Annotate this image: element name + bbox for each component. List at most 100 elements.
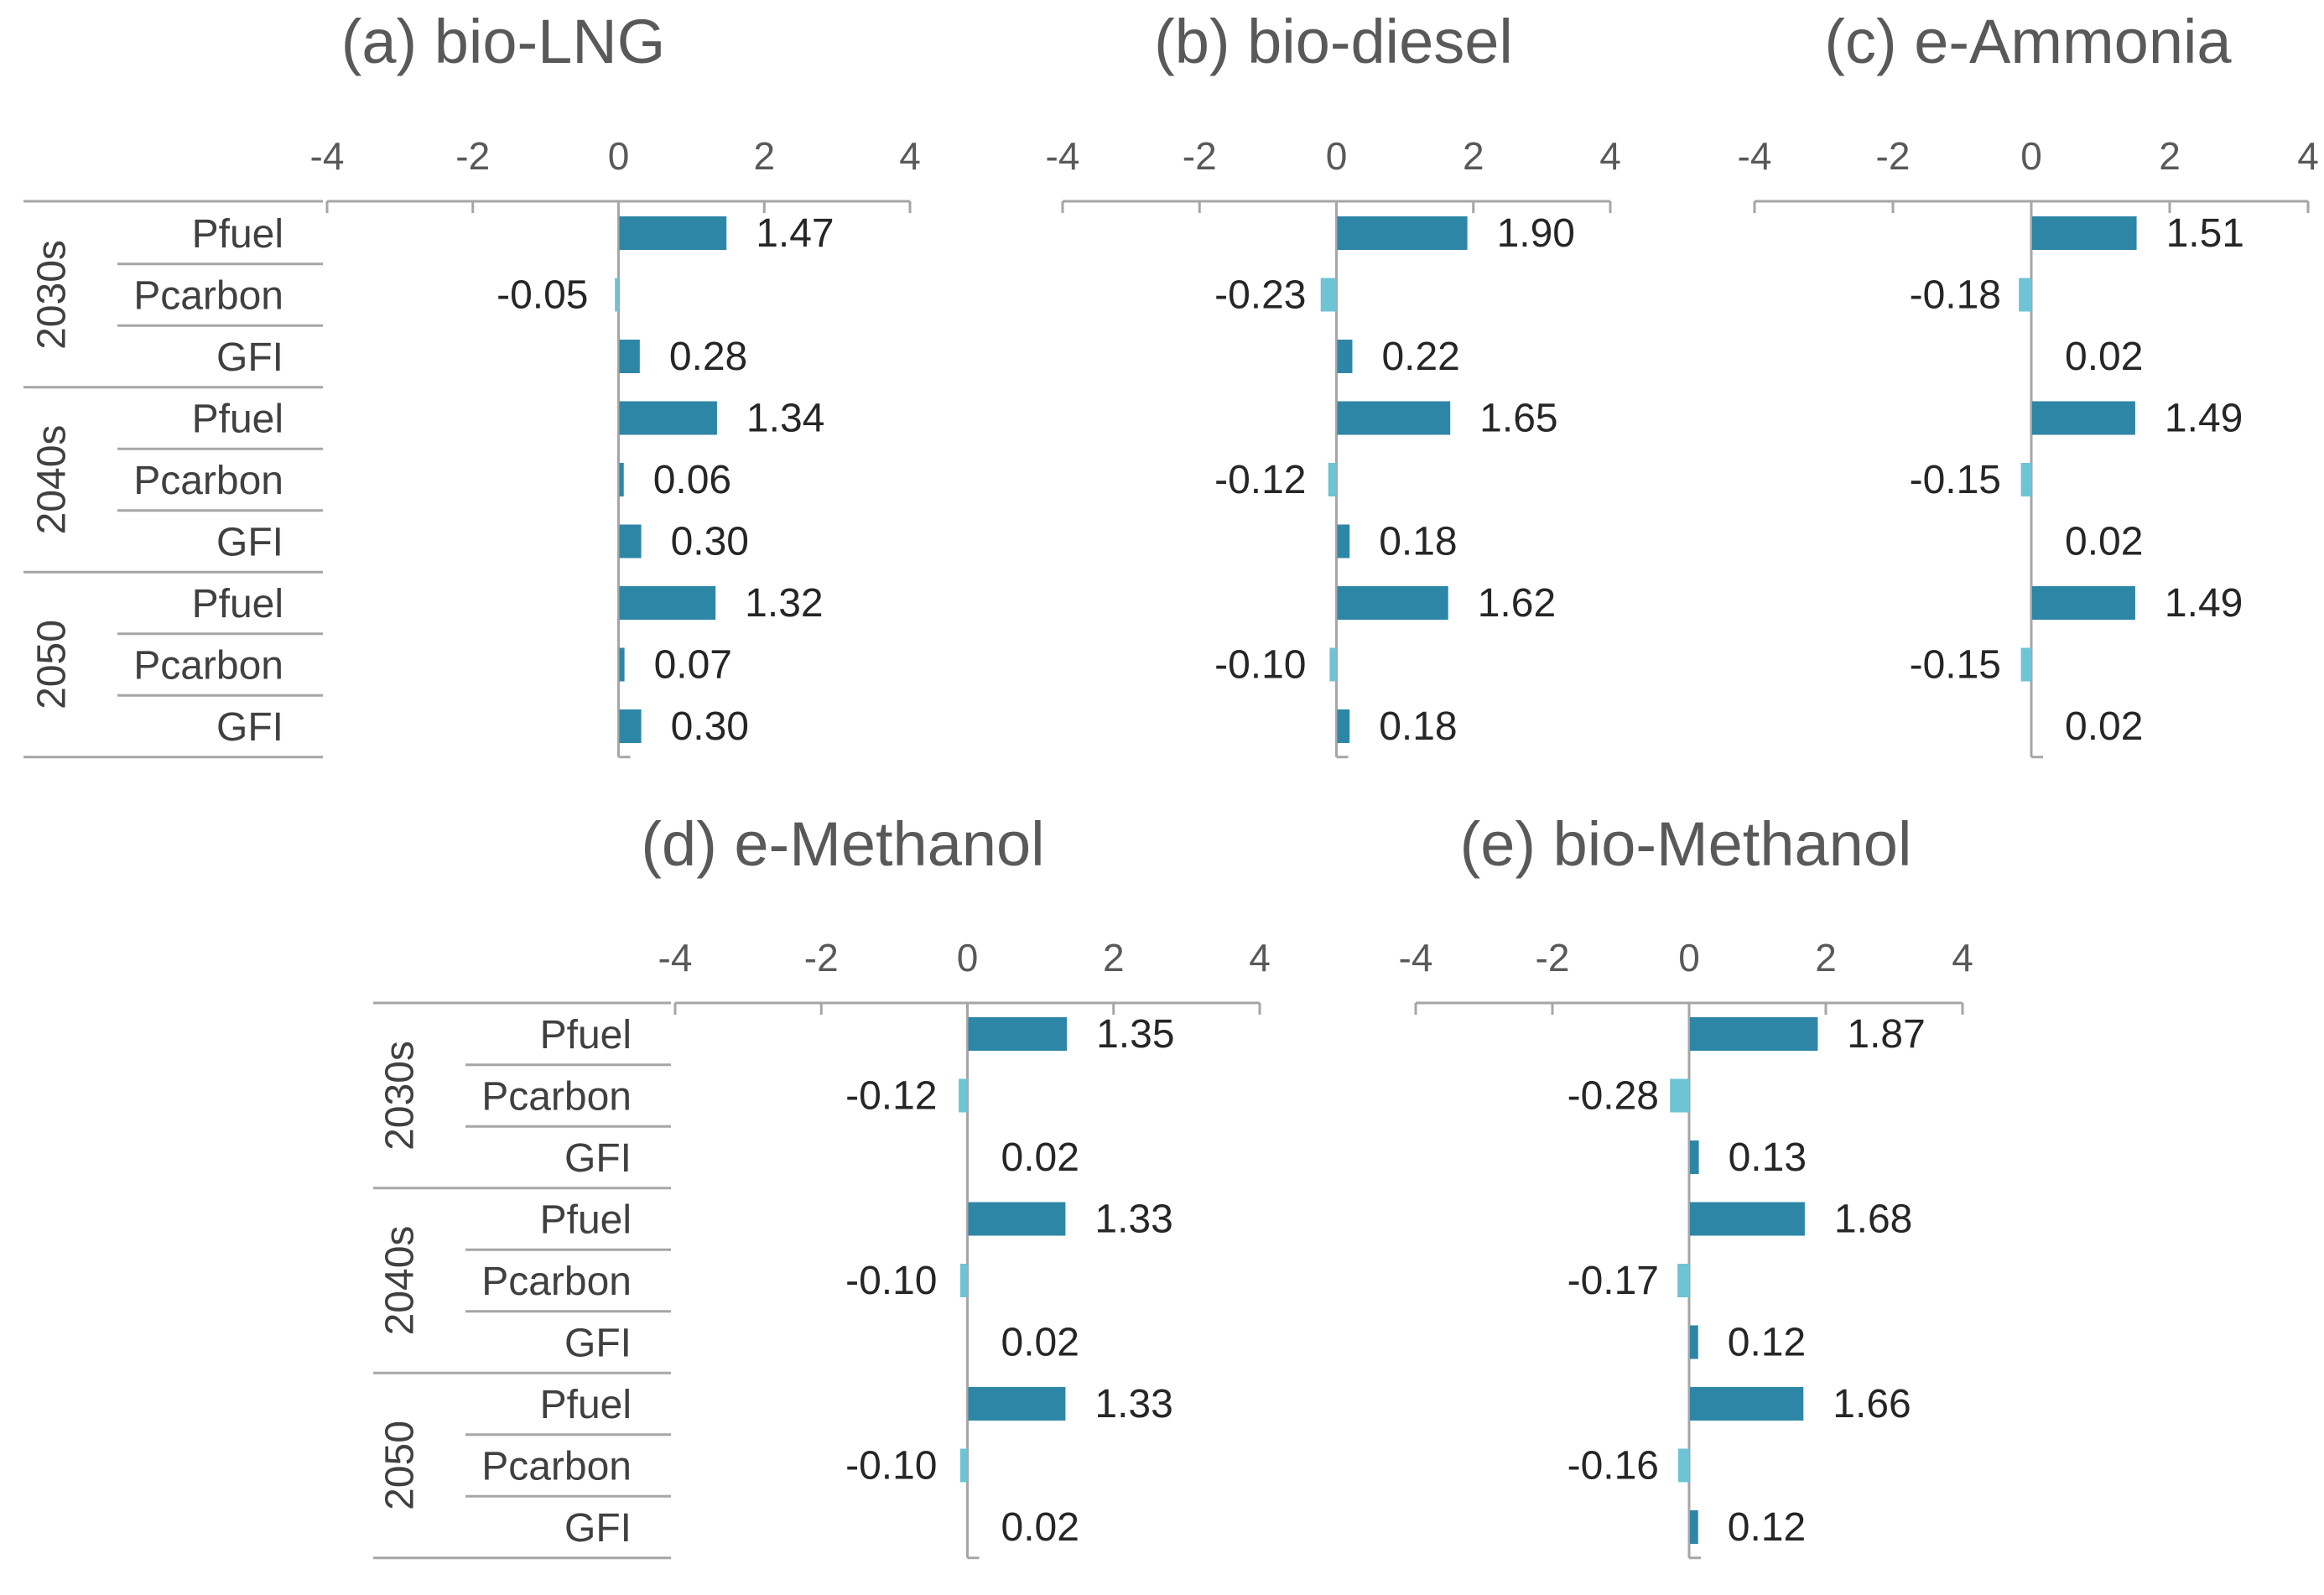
data-label: 1.47 <box>756 211 834 256</box>
x-tick-label: 0 <box>1678 936 1700 979</box>
group-label: 2030s <box>378 1041 423 1151</box>
bar <box>619 586 716 620</box>
x-tick-label: -4 <box>658 936 693 979</box>
data-label: 1.68 <box>1834 1198 1912 1242</box>
data-label: 0.02 <box>2065 335 2143 379</box>
panel-3: (c) e-Ammonia -4 -2 0 2 4 1.51 -0.18 0.02 1.49 -0.… <box>1738 7 2319 759</box>
x-tick-label: -2 <box>455 134 490 178</box>
panel-5: (e) bio-Methanol -4 -2 0 2 4 1.87 -0.28 0.13 1.68… <box>1399 809 1973 1560</box>
bar <box>619 463 624 496</box>
group-label: 2030s <box>30 240 75 350</box>
data-label: -0.10 <box>1214 643 1306 688</box>
data-label: 1.87 <box>1847 1012 1925 1057</box>
x-tick-label: -2 <box>1536 936 1570 979</box>
bar <box>1690 1387 1804 1421</box>
data-label: -0.15 <box>1910 458 2001 502</box>
data-label: 0.02 <box>2065 704 2143 749</box>
category-label: GFI <box>564 1136 632 1181</box>
data-label: -0.12 <box>1214 458 1306 502</box>
bar <box>619 401 717 435</box>
bar <box>1329 647 1337 682</box>
bar <box>2020 463 2031 496</box>
panel-4: (d) e-Methanol -4 -2 0 2 4 1.35 -0.12 0.02 1.33 -0… <box>373 809 1271 1560</box>
data-label: -0.28 <box>1568 1074 1659 1119</box>
group-label: 2050 <box>30 620 75 709</box>
bar <box>2020 647 2031 682</box>
category-label: Pfuel <box>540 1013 632 1057</box>
x-tick-label: 2 <box>753 134 775 178</box>
data-label: -0.10 <box>845 1444 937 1488</box>
data-label: 1.62 <box>1478 581 1556 626</box>
group-label: 2050 <box>378 1421 423 1510</box>
data-label: 0.13 <box>1729 1135 1807 1180</box>
category-label: Pcarbon <box>133 459 283 503</box>
bar <box>1337 586 1448 620</box>
category-label: GFI <box>564 1506 632 1551</box>
data-label: 1.33 <box>1094 1382 1172 1426</box>
data-label: 0.07 <box>654 643 732 688</box>
category-label: Pfuel <box>192 397 283 442</box>
x-tick-label: 4 <box>2297 134 2319 178</box>
x-tick-label: 0 <box>608 134 630 178</box>
category-label: Pfuel <box>540 1198 632 1243</box>
bar <box>1690 1325 1698 1359</box>
x-tick-label: 4 <box>1249 936 1271 979</box>
data-label: 0.12 <box>1728 1505 1806 1550</box>
data-label: 0.02 <box>1001 1321 1079 1365</box>
data-label: -0.12 <box>845 1074 937 1119</box>
bar <box>959 1448 968 1483</box>
data-label: -0.05 <box>497 273 588 318</box>
bar <box>1337 216 1468 250</box>
bar <box>1677 1448 1689 1483</box>
x-tick-label: -2 <box>804 936 839 979</box>
group-label: 2040s <box>30 425 75 535</box>
bar <box>1677 1264 1689 1297</box>
panel-2: (b) bio-diesel -4 -2 0 2 4 1.90 -0.23 0.22 1.65 -0… <box>1046 7 1621 759</box>
bar <box>1320 278 1337 312</box>
chart-title: (b) bio-diesel <box>1154 7 1513 76</box>
x-tick-label: 2 <box>1463 134 1484 178</box>
category-label: Pfuel <box>540 1383 632 1427</box>
category-label: Pcarbon <box>133 274 283 319</box>
data-label: 1.33 <box>1094 1198 1172 1242</box>
bar <box>619 340 640 373</box>
x-tick-label: 2 <box>1815 936 1837 979</box>
bar <box>1328 463 1337 496</box>
x-tick-label: 0 <box>2020 134 2042 178</box>
x-tick-label: -4 <box>310 134 345 178</box>
x-tick-label: 0 <box>957 936 979 979</box>
bar <box>1690 1017 1818 1051</box>
data-label: 0.18 <box>1379 520 1457 564</box>
x-tick-label: -2 <box>1876 134 1911 178</box>
data-label: -0.18 <box>1910 273 2001 318</box>
data-label: 1.34 <box>746 397 824 441</box>
category-label: GFI <box>216 335 283 380</box>
data-label: -0.17 <box>1568 1259 1659 1303</box>
data-label: 1.90 <box>1497 211 1575 256</box>
bar <box>615 278 619 312</box>
data-label: 0.28 <box>669 335 747 379</box>
bar <box>968 1017 1068 1051</box>
data-label: 0.22 <box>1381 335 1459 379</box>
data-label: 0.30 <box>671 704 749 749</box>
category-label: GFI <box>216 521 283 565</box>
data-label: 1.51 <box>2166 211 2244 256</box>
x-tick-label: -4 <box>1399 936 1433 979</box>
x-tick-label: 2 <box>1103 936 1125 979</box>
x-tick-label: 4 <box>1599 134 1621 178</box>
bar <box>2019 278 2031 312</box>
x-tick-label: 0 <box>1326 134 1348 178</box>
data-label: 1.35 <box>1096 1012 1174 1057</box>
category-label: GFI <box>216 705 283 750</box>
category-label: Pfuel <box>192 212 283 257</box>
x-tick-label: 4 <box>899 134 921 178</box>
bar <box>959 1264 968 1297</box>
category-label: Pfuel <box>192 582 283 626</box>
data-label: 1.66 <box>1833 1382 1911 1426</box>
data-label: -0.15 <box>1910 643 2001 688</box>
data-label: 0.02 <box>2065 520 2143 564</box>
bar <box>1690 1202 1805 1236</box>
data-label: 1.32 <box>745 581 823 626</box>
bar <box>1690 1510 1698 1544</box>
data-label: 0.06 <box>653 458 731 502</box>
